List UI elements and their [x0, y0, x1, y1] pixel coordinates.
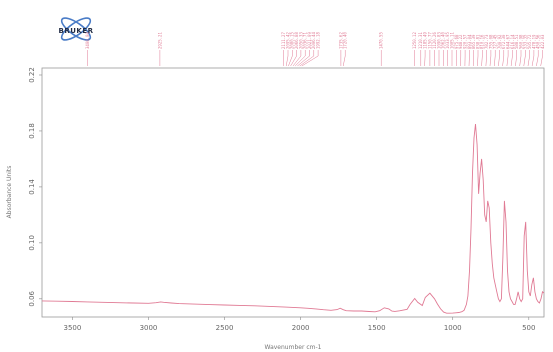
peak-label: 1033.95 — [445, 32, 450, 49]
peak-label: 644.67 — [506, 34, 511, 49]
x-tick-label: 3500 — [64, 324, 82, 332]
x-tick-label: 3000 — [140, 324, 158, 332]
peak-label: 2080.15 — [290, 32, 295, 49]
peak-label: 588.51 — [514, 34, 519, 49]
peak-label: 672.30 — [501, 34, 506, 49]
peak-label: 727.45 — [493, 34, 498, 49]
peak-label: 865.39 — [471, 34, 476, 49]
peak-label: 1720.40 — [343, 32, 348, 49]
peak-label: 782.73 — [484, 34, 489, 49]
peak-label: 533.35 — [523, 34, 528, 49]
peak-marker-line — [519, 50, 522, 67]
peak-label: 2095.42 — [285, 32, 290, 49]
x-tick-label: 1000 — [444, 324, 462, 332]
peak-label: 616.14 — [510, 34, 515, 49]
plot-frame — [41, 67, 545, 318]
x-axis-ticks: 3500 3000 2500 2000 1500 1000 500 — [64, 317, 535, 332]
y-tick-label: 0.14 — [28, 179, 36, 195]
peak-label: 2006.44 — [311, 32, 316, 49]
peak-label: 2925.21 — [157, 32, 162, 49]
peak-marker-line — [494, 50, 496, 67]
peak-markers: 3400.00 2925.21 2111.27 2095.42 2080.15 2066.… — [85, 32, 545, 67]
peak-label: 1210.31 — [418, 32, 423, 49]
peak-label: 1005.11 — [449, 32, 454, 49]
peak-marker-line — [506, 50, 509, 67]
peak-marker-line — [523, 50, 526, 67]
peak-label: 478.19 — [531, 34, 536, 49]
peak-marker-line — [515, 50, 517, 67]
y-axis-title: Absorbance Units — [6, 166, 13, 219]
peak-label: 838.81 — [475, 34, 480, 49]
peak-label: 700.92 — [497, 34, 502, 49]
peak-label: 920.57 — [463, 34, 468, 49]
peak-marker-line — [424, 50, 426, 67]
peak-label: 893.04 — [467, 34, 472, 49]
peak-label: 3400.00 — [85, 32, 90, 49]
peak-marker-line — [489, 50, 492, 67]
peak-label: 1150.77 — [427, 32, 432, 49]
peak-label: 755.08 — [488, 34, 493, 49]
peak-label: 1062.40 — [441, 32, 446, 49]
peak-marker-line — [292, 50, 302, 67]
x-tick-label: 500 — [522, 324, 535, 332]
peak-label: 1185.49 — [423, 32, 428, 49]
peak-marker-line — [510, 50, 513, 67]
peak-label: 1735.62 — [338, 32, 343, 49]
peak-label: 422.03 — [540, 34, 545, 49]
y-tick-label: 0.06 — [28, 290, 36, 306]
peak-marker-line — [527, 50, 530, 67]
x-tick-label: 2500 — [216, 324, 234, 332]
x-tick-label: 2000 — [292, 324, 310, 332]
peak-marker-line — [285, 50, 289, 67]
peak-marker-line — [477, 50, 479, 67]
peak-label: 1992.18 — [316, 32, 321, 49]
peak-label: 1470.55 — [379, 32, 384, 49]
y-axis-ticks: 0.06 0.10 0.14 0.18 0.22 — [28, 67, 42, 307]
peak-marker-line — [536, 50, 539, 67]
peak-label: 1250.12 — [412, 32, 417, 49]
y-tick-label: 0.22 — [28, 67, 36, 83]
peak-marker-line — [342, 50, 346, 67]
peak-marker-line — [498, 50, 500, 67]
peak-label: 505.72 — [527, 34, 532, 49]
peak-label: 560.98 — [518, 34, 523, 49]
spectrum-line — [41, 123, 545, 314]
peak-label: 975.68 — [454, 34, 459, 49]
peak-marker-line — [485, 50, 487, 67]
peak-marker-line — [531, 50, 535, 67]
peak-label: 810.16 — [480, 34, 485, 49]
x-axis-title: Wavenumber cm-1 — [265, 344, 322, 351]
peak-label: 2021.09 — [307, 32, 312, 49]
y-tick-label: 0.18 — [28, 123, 36, 139]
peak-label: 2036.71 — [303, 32, 308, 49]
peak-label: 450.56 — [536, 34, 541, 49]
peak-label: 2066.88 — [294, 32, 299, 49]
peak-marker-line — [288, 50, 293, 67]
y-tick-label: 0.10 — [28, 235, 36, 251]
peak-label: 948.22 — [458, 34, 463, 49]
peak-marker-line — [540, 50, 543, 67]
x-tick-label: 1500 — [368, 324, 386, 332]
peak-label: 2050.33 — [298, 32, 303, 49]
peak-label: 1090.83 — [436, 32, 441, 49]
peak-label: 1120.26 — [432, 32, 437, 49]
bruker-logo: BRUKER — [58, 17, 93, 41]
peak-marker-line — [294, 50, 306, 67]
logo-text: BRUKER — [58, 27, 93, 35]
peak-label: 2111.27 — [281, 32, 286, 49]
peak-marker-line — [297, 50, 310, 67]
peak-marker-line — [502, 50, 505, 67]
peak-marker-line — [290, 50, 297, 67]
peak-marker-line — [299, 50, 315, 67]
peak-marker-line — [301, 50, 319, 67]
peak-marker-line — [481, 50, 483, 67]
